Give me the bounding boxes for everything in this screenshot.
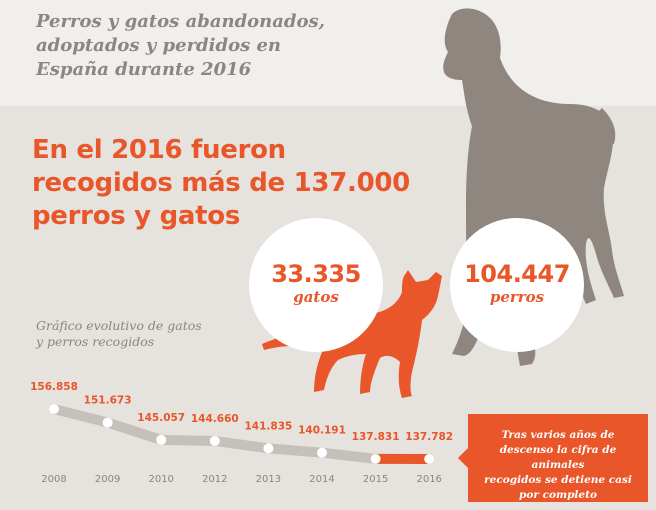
data-value-label: 156.858 [30, 381, 78, 393]
headline: En el 2016 fueron recogidos más de 137.0… [32, 135, 410, 231]
x-tick-label: 2014 [309, 474, 334, 485]
data-point [209, 435, 220, 446]
line-chart: 156.858 151.673 145.057 144.660 141.835 140.1… [30, 381, 453, 485]
data-value-label: 151.673 [84, 395, 132, 407]
x-tick-label: 2008 [41, 474, 66, 485]
x-tick-label: 2012 [202, 474, 227, 485]
stat-circle-gatos: 33.335 gatos [249, 218, 383, 352]
data-point [370, 453, 381, 464]
stat-label-perros: perros [489, 288, 545, 306]
data-value-label: 137.831 [352, 431, 400, 443]
data-value-label: 141.835 [244, 420, 292, 432]
note-callout-arrow [458, 448, 468, 468]
data-value-label: 145.057 [137, 412, 185, 424]
stat-value-gatos: 33.335 [271, 260, 361, 288]
data-point [102, 417, 113, 428]
stat-value-perros: 104.447 [464, 260, 570, 288]
data-value-label: 140.191 [298, 425, 346, 437]
data-point [49, 404, 59, 414]
data-value-label: 137.782 [405, 431, 453, 443]
data-point [424, 454, 435, 464]
note-text: Tras varios años de descenso la cifra de… [484, 429, 632, 501]
data-point [263, 443, 274, 454]
chart-x-labels: 2008 2009 2010 2012 2013 2014 2015 2016 [41, 474, 442, 485]
x-tick-label: 2010 [148, 474, 173, 485]
chart-points [49, 404, 435, 464]
chart-title: Gráfico evolutivo de gatos y perros reco… [36, 318, 202, 349]
top-band [0, 0, 656, 106]
stat-circle-perros: 104.447 perros [450, 218, 584, 352]
page-subtitle: Perros y gatos abandonados, adoptados y … [36, 11, 325, 80]
x-tick-label: 2013 [256, 474, 281, 485]
stat-label-gatos: gatos [293, 288, 339, 306]
note-callout [468, 414, 648, 502]
x-tick-label: 2016 [416, 474, 441, 485]
data-point [317, 447, 327, 458]
data-point [156, 434, 167, 445]
data-value-label: 144.660 [191, 413, 239, 425]
x-tick-label: 2009 [95, 474, 120, 485]
x-tick-label: 2015 [363, 474, 388, 485]
chart-value-labels: 156.858 151.673 145.057 144.660 141.835 140.1… [30, 381, 453, 443]
